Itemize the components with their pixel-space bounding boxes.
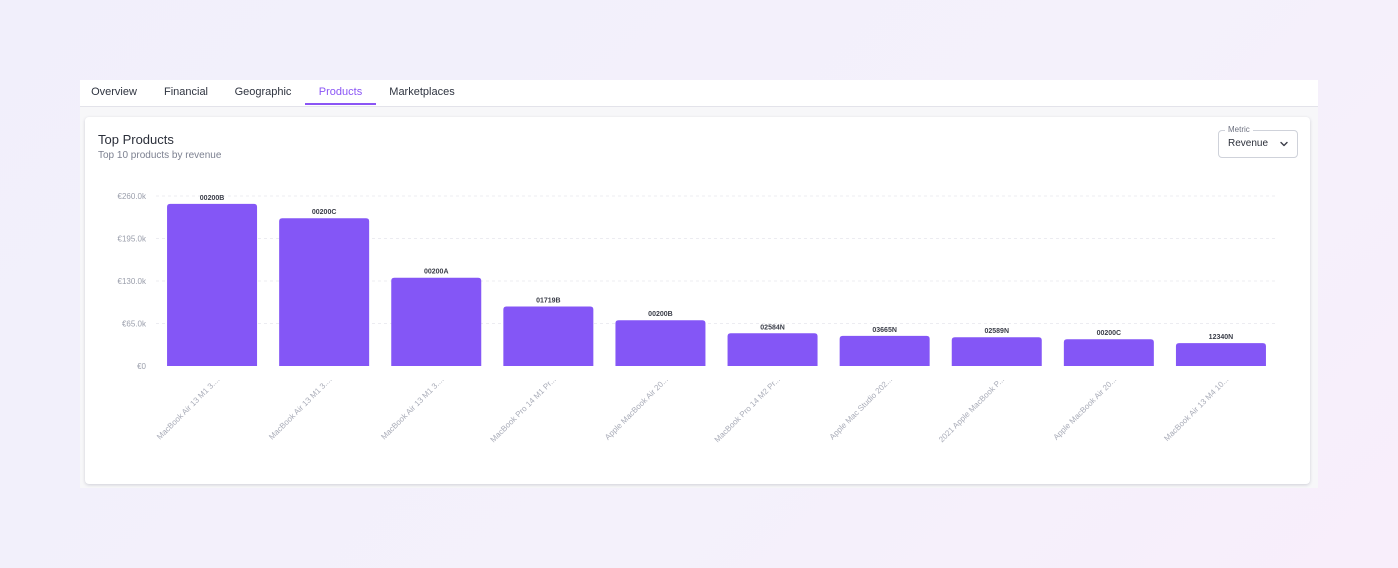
metric-select[interactable]: Metric Revenue <box>1218 125 1298 158</box>
bar-data-label: 12340N <box>1209 334 1234 341</box>
x-tick-label: MacBook Air 13 M1 3.... <box>379 375 445 441</box>
bar-data-label: 01719B <box>536 298 561 305</box>
tab-bar: Overview Financial Geographic Products M… <box>80 80 1318 107</box>
tab-overview[interactable]: Overview <box>91 86 137 98</box>
bar-data-label: 00200B <box>648 311 673 318</box>
bar <box>1063 339 1154 366</box>
y-tick-label: €195.0k <box>118 235 147 244</box>
bar <box>727 333 818 366</box>
bar-data-label: 00200C <box>1097 330 1122 337</box>
bar <box>279 218 370 366</box>
x-tick-label: Apple Mac Studio 202... <box>828 375 894 441</box>
x-tick-label: Apple MacBook Air 20... <box>603 375 670 442</box>
bar-data-label: 00200A <box>424 269 449 276</box>
x-tick-label: MacBook Air 13 M1 3.... <box>267 375 333 441</box>
bar <box>1175 343 1266 366</box>
revenue-bar-chart: €0 €65.0k €130.0k €195.0k €260.0k 00200B MacBo… <box>118 192 1277 444</box>
card-title: Top Products <box>98 132 174 147</box>
bar <box>503 306 594 366</box>
y-tick-label: €0 <box>137 362 146 371</box>
dashboard-frame: Overview Financial Geographic Products M… <box>80 80 1318 488</box>
metric-select-label: Metric <box>1225 125 1253 134</box>
card-subtitle: Top 10 products by revenue <box>98 150 222 161</box>
x-tick-label: MacBook Air 13 M1 3.... <box>155 375 221 441</box>
tab-products[interactable]: Products <box>305 80 376 105</box>
bar <box>167 203 258 366</box>
x-tick-label: MacBook Pro 14 M2 Pr... <box>713 375 782 444</box>
x-tick-label: Apple MacBook Air 20... <box>1052 375 1119 442</box>
x-tick-label: MacBook Air 13 M4 10... <box>1162 375 1230 443</box>
bar-data-label: 03665N <box>872 327 897 334</box>
top-products-card: Top Products Top 10 products by revenue … <box>85 117 1310 484</box>
y-tick-label: €65.0k <box>122 320 147 329</box>
bar-data-label: 00200B <box>200 195 225 202</box>
bar <box>951 337 1042 366</box>
tab-geographic[interactable]: Geographic <box>234 86 292 98</box>
x-tick-label: 2021 Apple MacBook P... <box>937 375 1006 444</box>
bar <box>615 320 706 366</box>
chevron-down-icon <box>1280 141 1288 147</box>
bar-data-label: 00200C <box>312 209 337 216</box>
bar-data-label: 02584N <box>760 324 785 331</box>
metric-select-value: Revenue <box>1228 138 1269 149</box>
tab-financial[interactable]: Financial <box>163 86 209 98</box>
tab-marketplaces[interactable]: Marketplaces <box>389 86 455 98</box>
bar-data-label: 02589N <box>984 328 1009 335</box>
bar <box>839 335 930 366</box>
y-tick-label: €260.0k <box>118 192 147 201</box>
x-tick-label: MacBook Pro 14 M1 Pr... <box>489 375 558 444</box>
bar <box>391 277 482 366</box>
y-tick-label: €130.0k <box>118 277 147 286</box>
